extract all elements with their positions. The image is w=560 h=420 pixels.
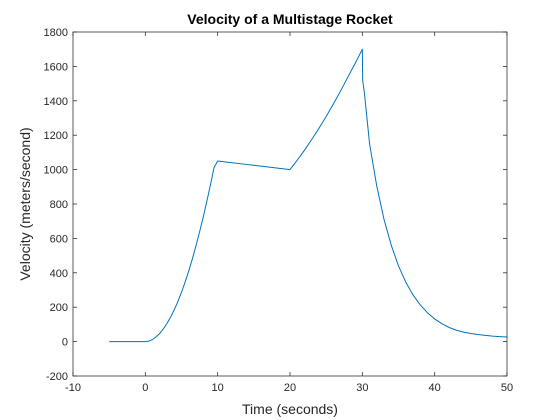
y-tick-label: 600 [50,233,68,245]
x-tick-label: 50 [501,382,513,394]
x-tick-label: 10 [212,382,224,394]
chart-marks [109,48,508,343]
y-tick-label: 0 [62,337,68,349]
y-tick-label: 800 [50,199,68,211]
plot-area [73,32,507,376]
y-tick-label: -200 [46,371,68,383]
y-tick-label: 200 [50,302,68,314]
x-tick-label: -10 [65,382,81,394]
chart-title: Velocity of a Multistage Rocket [187,11,393,27]
y-tick-label: 400 [50,268,68,280]
y-axis-label: Velocity (meters/second) [17,127,33,280]
x-tick-label: 0 [142,382,148,394]
series-line-0 [109,48,508,343]
y-ticks: -200 0 200 400 600 800 1000 1200 1400 1600 1800 [44,27,507,383]
x-tick-label: 30 [356,382,368,394]
x-ticks: -10 0 10 20 30 40 50 [65,32,513,394]
y-tick-label: 1000 [44,165,68,177]
y-tick-label: 1200 [44,130,68,142]
x-tick-label: 40 [429,382,441,394]
y-tick-label: 1600 [44,61,68,73]
x-tick-label: 20 [284,382,296,394]
x-axis-label: Time (seconds) [242,401,338,417]
y-tick-label: 1800 [44,27,68,39]
y-tick-label: 1400 [44,96,68,108]
